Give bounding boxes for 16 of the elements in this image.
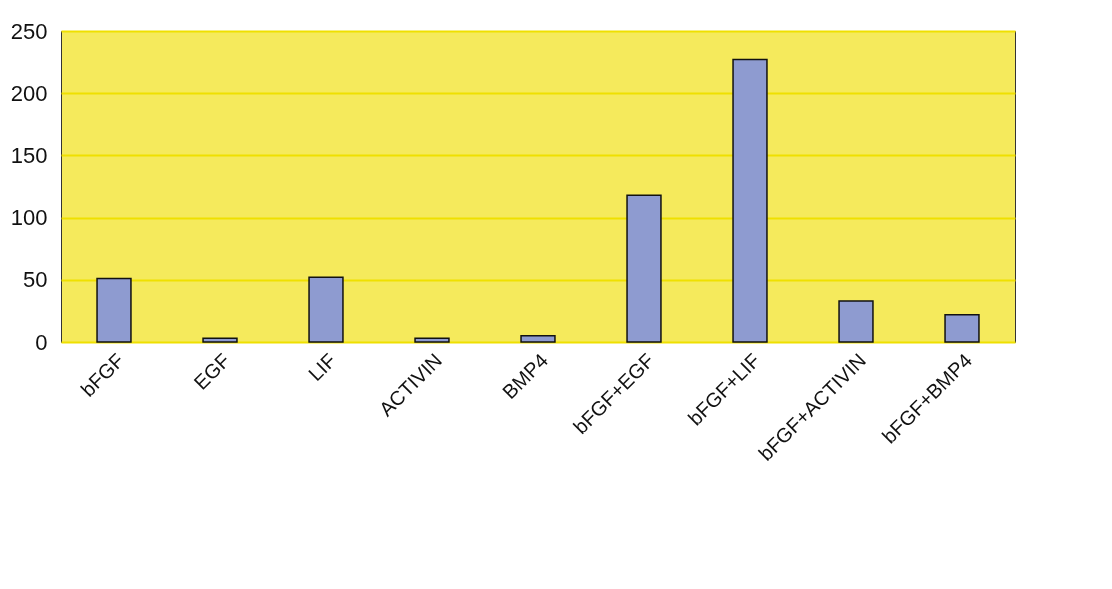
y-tick-label: 250 [10,18,48,44]
bar [414,337,450,343]
bar [626,194,662,343]
bar [838,300,874,343]
bar [732,58,768,343]
y-tick-label: 100 [10,205,48,231]
x-tick-label: LIF [304,349,341,386]
bar [944,313,980,343]
bar [520,335,556,343]
y-tick-label: 150 [10,142,48,168]
bar [96,277,132,343]
y-tick-label: 0 [35,329,48,355]
y-tick-label: 50 [23,267,48,293]
bar [202,337,238,343]
y-tick-label: 200 [10,80,48,106]
bar [308,276,344,343]
